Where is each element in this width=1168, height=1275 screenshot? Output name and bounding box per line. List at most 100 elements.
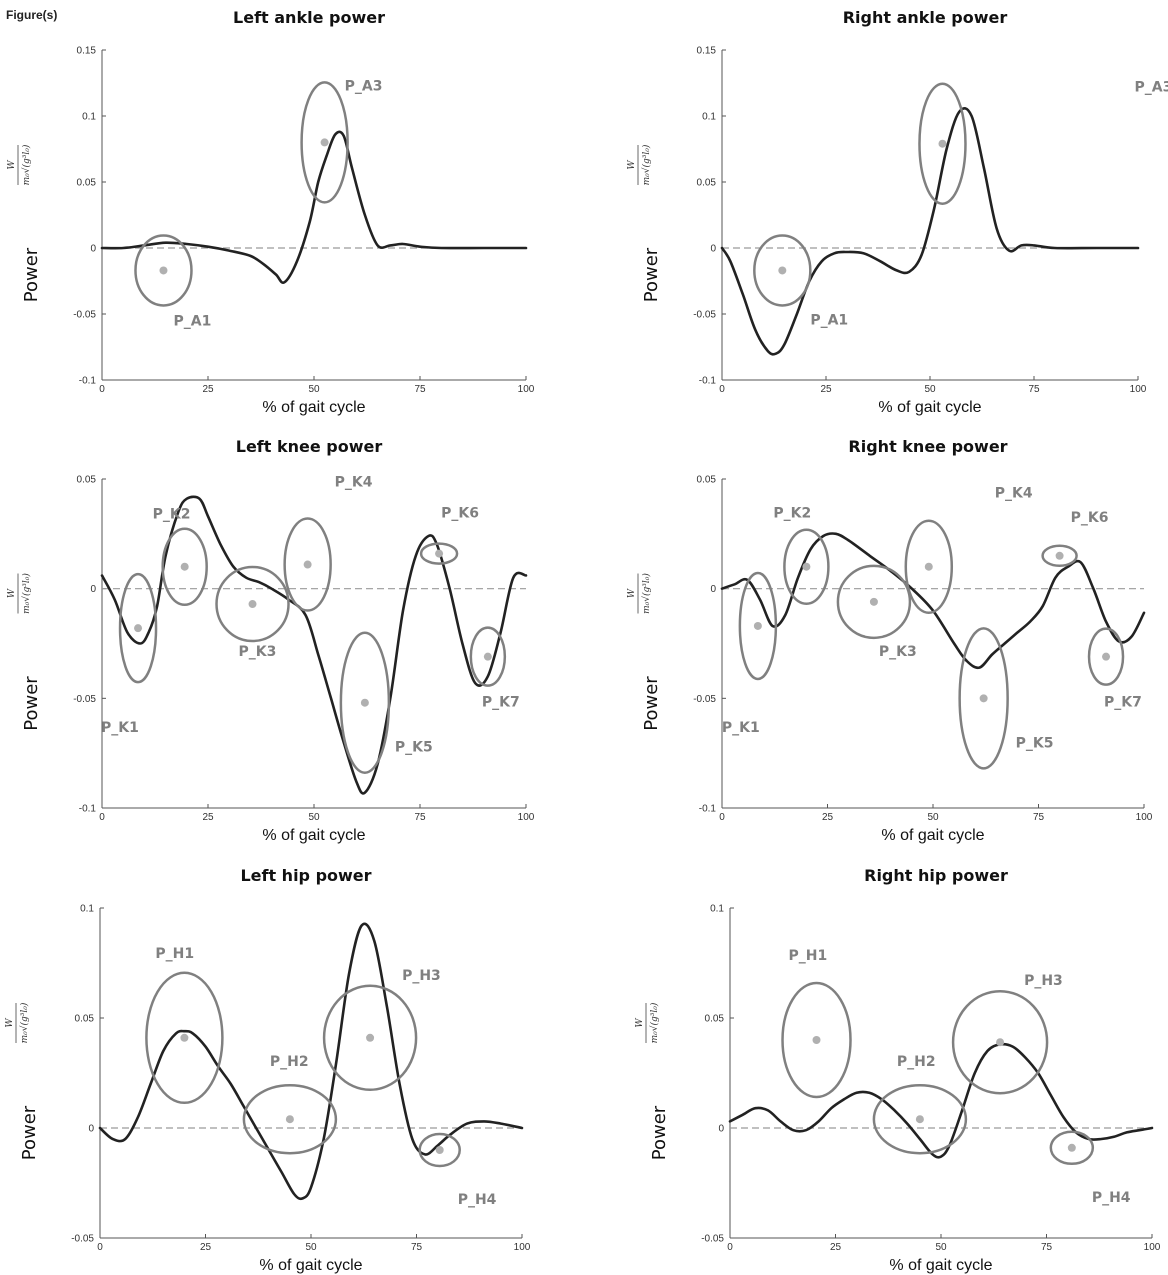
p-k7-point bbox=[1102, 652, 1111, 661]
y-tick-label: 0.1 bbox=[80, 904, 94, 915]
x-axis-label: % of gait cycle bbox=[878, 399, 981, 416]
power-curve bbox=[728, 1042, 1154, 1159]
p-h2-point bbox=[285, 1115, 294, 1124]
y-unit-denominator: m₀√(g³l₀) bbox=[21, 144, 32, 185]
p-k4-ellipse bbox=[904, 519, 954, 614]
x-tick-label: 25 bbox=[200, 1242, 212, 1253]
p-a3-point bbox=[320, 138, 329, 147]
y-unit-denominator: m₀√(g³l₀) bbox=[21, 573, 32, 614]
x-tick-label: 100 bbox=[518, 812, 535, 823]
p-k6-label: P_K6 bbox=[441, 506, 479, 522]
power-curve bbox=[100, 495, 528, 795]
p-k4-label: P_K4 bbox=[995, 486, 1033, 502]
p-k1-point bbox=[134, 624, 143, 633]
p-k2-ellipse bbox=[161, 527, 208, 606]
x-tick-label: 100 bbox=[1136, 812, 1153, 823]
p-k3-point bbox=[248, 600, 257, 609]
x-tick-label: 50 bbox=[935, 1242, 947, 1253]
x-tick-label: 75 bbox=[1041, 1242, 1053, 1253]
y-tick-label: 0 bbox=[710, 584, 716, 595]
p-k7-label: P_K7 bbox=[482, 695, 520, 711]
p-h1-label: P_H1 bbox=[789, 948, 828, 964]
p-h1-ellipse bbox=[781, 981, 852, 1099]
p-k6-ellipse bbox=[1041, 544, 1078, 568]
p-k3-label: P_K3 bbox=[239, 644, 277, 660]
x-tick-label: 0 bbox=[99, 384, 105, 395]
x-tick-label: 75 bbox=[1033, 812, 1045, 823]
p-h2-point bbox=[915, 1115, 924, 1124]
chart-title: Left hip power bbox=[240, 866, 371, 885]
p-a3-ellipse bbox=[918, 82, 967, 205]
x-tick-label: 0 bbox=[99, 812, 105, 823]
x-tick-label: 25 bbox=[820, 384, 832, 395]
p-h3-ellipse bbox=[951, 989, 1049, 1095]
power-curve bbox=[720, 107, 1140, 356]
p-k1-ellipse bbox=[118, 572, 158, 684]
y-unit-denominator: m₀√(g³l₀) bbox=[19, 1002, 30, 1043]
y-axis-label: Power bbox=[21, 247, 42, 302]
p-k4-ellipse bbox=[283, 517, 332, 612]
x-axis-label: % of gait cycle bbox=[262, 827, 365, 844]
p-h4-ellipse bbox=[418, 1132, 461, 1168]
x-tick-label: 50 bbox=[924, 384, 936, 395]
x-tick-label: 100 bbox=[1130, 384, 1147, 395]
p-k1-label: P_K1 bbox=[101, 720, 139, 736]
p-k4-label: P_K4 bbox=[335, 475, 373, 491]
x-tick-label: 0 bbox=[727, 1242, 733, 1253]
p-k7-point bbox=[483, 652, 492, 661]
y-tick-label: -0.1 bbox=[79, 376, 97, 387]
p-k2-label: P_K2 bbox=[773, 506, 811, 522]
y-tick-label: -0.1 bbox=[79, 804, 97, 815]
y-tick-label: 0 bbox=[718, 1124, 724, 1135]
y-tick-label: 0.05 bbox=[697, 475, 717, 486]
chart-title: Left ankle power bbox=[233, 8, 385, 27]
p-a3-point bbox=[938, 139, 947, 148]
figure-label: Figure(s) bbox=[6, 8, 58, 22]
p-k3-ellipse bbox=[215, 565, 290, 643]
p-a1-ellipse bbox=[134, 234, 193, 307]
p-k2-ellipse bbox=[783, 528, 830, 605]
x-tick-label: 50 bbox=[305, 1242, 317, 1253]
p-a1-point bbox=[778, 266, 787, 275]
power-curve bbox=[100, 130, 528, 284]
x-axis-label: % of gait cycle bbox=[262, 399, 365, 416]
y-axis-label: Power bbox=[641, 676, 662, 731]
y-tick-label: -0.05 bbox=[71, 1234, 94, 1245]
p-h3-ellipse bbox=[322, 984, 418, 1092]
p-k6-label: P_K6 bbox=[1071, 510, 1109, 526]
p-k3-ellipse bbox=[836, 564, 912, 640]
x-tick-label: 50 bbox=[308, 384, 320, 395]
p-h3-point bbox=[996, 1038, 1005, 1047]
y-tick-label: -0.05 bbox=[693, 310, 716, 321]
p-k5-ellipse bbox=[339, 631, 391, 774]
p-h2-label: P_H2 bbox=[270, 1054, 309, 1070]
p-h1-point bbox=[812, 1036, 821, 1044]
p-h3-label: P_H3 bbox=[402, 968, 441, 984]
x-tick-label: 75 bbox=[414, 812, 426, 823]
p-h1-label: P_H1 bbox=[155, 946, 194, 962]
y-tick-label: -0.1 bbox=[699, 804, 717, 815]
y-axis-label: Power bbox=[19, 1105, 40, 1160]
y-tick-label: 0.05 bbox=[705, 1014, 725, 1025]
y-unit-numerator: W bbox=[7, 160, 17, 170]
y-tick-label: 0.1 bbox=[82, 112, 96, 123]
x-tick-label: 25 bbox=[830, 1242, 842, 1253]
y-unit-denominator: m₀√(g³l₀) bbox=[641, 144, 652, 185]
p-k3-point bbox=[869, 597, 878, 606]
y-tick-label: 0 bbox=[90, 584, 96, 595]
x-tick-label: 75 bbox=[1028, 384, 1040, 395]
p-a3-ellipse bbox=[300, 81, 349, 204]
p-k6-point bbox=[1055, 551, 1064, 560]
y-tick-label: 0 bbox=[88, 1124, 94, 1135]
p-h4-point bbox=[1067, 1143, 1076, 1152]
y-tick-label: 0.05 bbox=[77, 475, 97, 486]
p-k2-point bbox=[802, 562, 811, 571]
p-k4-point bbox=[924, 562, 933, 571]
